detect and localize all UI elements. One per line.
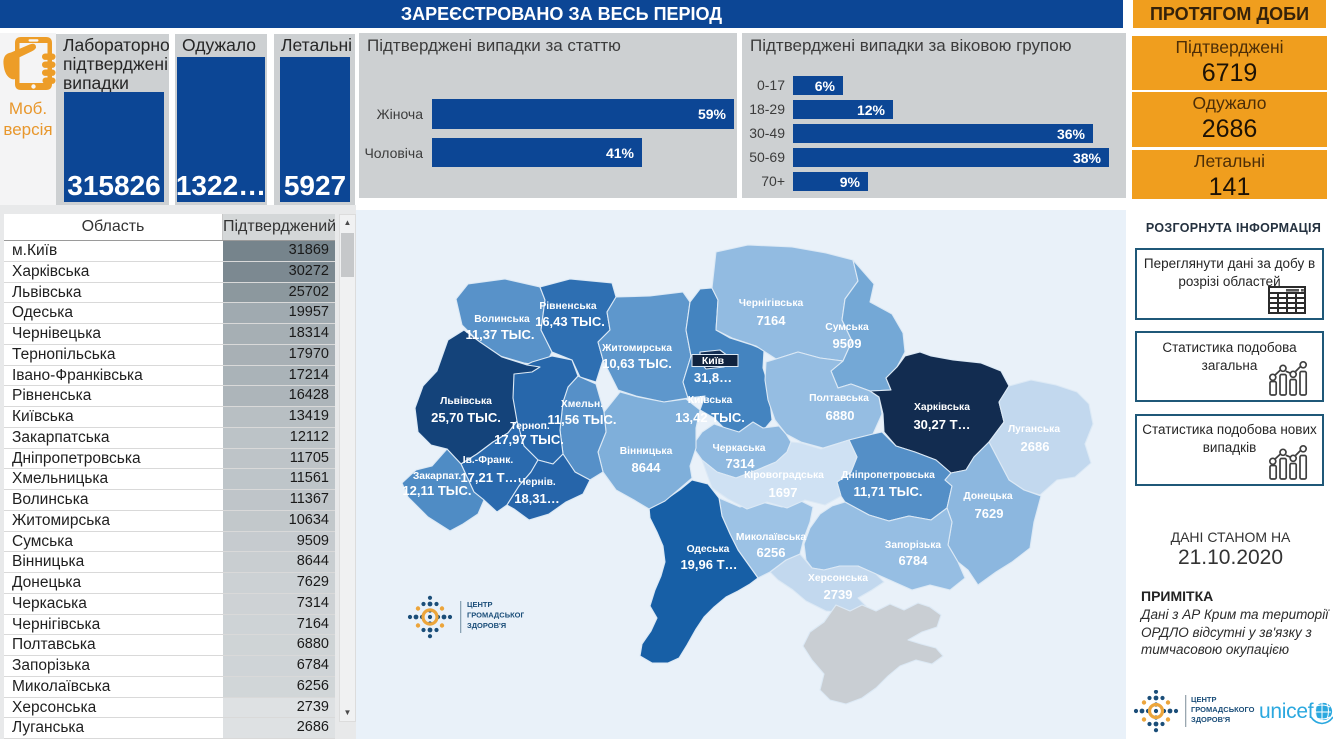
svg-text:Хмельн.: Хмельн. xyxy=(561,399,603,410)
svg-text:Львівська: Львівська xyxy=(440,396,492,407)
svg-text:Вінницька: Вінницька xyxy=(620,446,673,457)
svg-text:19,96 Т…: 19,96 Т… xyxy=(680,557,737,572)
svg-text:Миколаївська: Миколаївська xyxy=(736,532,806,543)
svg-text:Сумська: Сумська xyxy=(825,322,869,333)
svg-text:31,8…: 31,8… xyxy=(694,370,732,385)
svg-text:11,56 ТЫС.: 11,56 ТЫС. xyxy=(547,412,616,427)
svg-text:Волинська: Волинська xyxy=(474,314,530,325)
svg-text:Херсонська: Херсонська xyxy=(808,573,868,584)
svg-text:13,42 ТЫС.: 13,42 ТЫС. xyxy=(675,410,745,425)
svg-text:ЦЕНТР: ЦЕНТР xyxy=(467,600,492,609)
svg-text:30,27 Т…: 30,27 Т… xyxy=(913,417,970,432)
svg-text:6784: 6784 xyxy=(899,553,929,568)
svg-text:Кіровоградська: Кіровоградська xyxy=(744,470,824,481)
svg-text:25,70 ТЫС.: 25,70 ТЫС. xyxy=(431,410,501,425)
svg-text:10,63 ТЫС.: 10,63 ТЫС. xyxy=(602,356,672,371)
svg-text:8644: 8644 xyxy=(632,460,662,475)
svg-text:Київська: Київська xyxy=(688,395,733,406)
svg-text:11,37 ТЫС.: 11,37 ТЫС. xyxy=(465,327,534,342)
svg-text:ЗДОРОВ'Я: ЗДОРОВ'Я xyxy=(1191,715,1230,724)
svg-text:2686: 2686 xyxy=(1021,439,1050,454)
svg-text:Полтавська: Полтавська xyxy=(809,393,869,404)
svg-text:Дніпропетровська: Дніпропетровська xyxy=(841,470,935,481)
svg-text:9509: 9509 xyxy=(833,336,862,351)
svg-text:17,21 Т…: 17,21 Т… xyxy=(460,470,517,485)
svg-text:Чернів.: Чернів. xyxy=(518,477,556,488)
svg-text:Закарпат.: Закарпат. xyxy=(413,471,461,482)
svg-text:1697: 1697 xyxy=(769,485,798,500)
svg-text:7629: 7629 xyxy=(975,506,1004,521)
svg-text:Рівненська: Рівненська xyxy=(539,301,596,312)
svg-text:ЗДОРОВ'Я: ЗДОРОВ'Я xyxy=(467,621,506,630)
svg-text:17,97 ТЫС.: 17,97 ТЫС. xyxy=(494,432,564,447)
svg-text:6880: 6880 xyxy=(826,408,855,423)
svg-text:6256: 6256 xyxy=(757,545,786,560)
svg-text:Черкаська: Черкаська xyxy=(712,443,765,454)
svg-text:18,31…: 18,31… xyxy=(514,491,560,506)
svg-text:16,43 ТЫС.: 16,43 ТЫС. xyxy=(535,314,605,329)
svg-text:Терноп.: Терноп. xyxy=(510,421,550,432)
svg-text:ГРОМАДСЬКОГО: ГРОМАДСЬКОГО xyxy=(467,611,524,620)
svg-text:Ів.-Франк.: Ів.-Франк. xyxy=(463,455,514,466)
svg-text:7314: 7314 xyxy=(726,456,756,471)
svg-text:Житомирська: Житомирська xyxy=(601,343,672,354)
svg-text:7164: 7164 xyxy=(757,313,787,328)
svg-text:Запорізька: Запорізька xyxy=(885,540,941,551)
svg-text:Чернігівська: Чернігівська xyxy=(739,298,804,309)
svg-text:ЦЕНТР: ЦЕНТР xyxy=(1191,695,1216,704)
svg-text:2739: 2739 xyxy=(824,587,853,602)
svg-text:Луганська: Луганська xyxy=(1008,424,1060,435)
svg-text:unicef: unicef xyxy=(1259,700,1314,723)
svg-text:ГРОМАДСЬКОГО: ГРОМАДСЬКОГО xyxy=(1191,705,1255,714)
svg-text:Київ: Київ xyxy=(702,355,725,367)
svg-text:Донецька: Донецька xyxy=(963,491,1013,502)
svg-text:11,71 ТЫС.: 11,71 ТЫС. xyxy=(853,484,922,499)
svg-text:Харківська: Харківська xyxy=(914,402,970,413)
svg-text:Одеська: Одеська xyxy=(687,544,730,555)
svg-text:12,11 ТЫС.: 12,11 ТЫС. xyxy=(402,483,471,498)
